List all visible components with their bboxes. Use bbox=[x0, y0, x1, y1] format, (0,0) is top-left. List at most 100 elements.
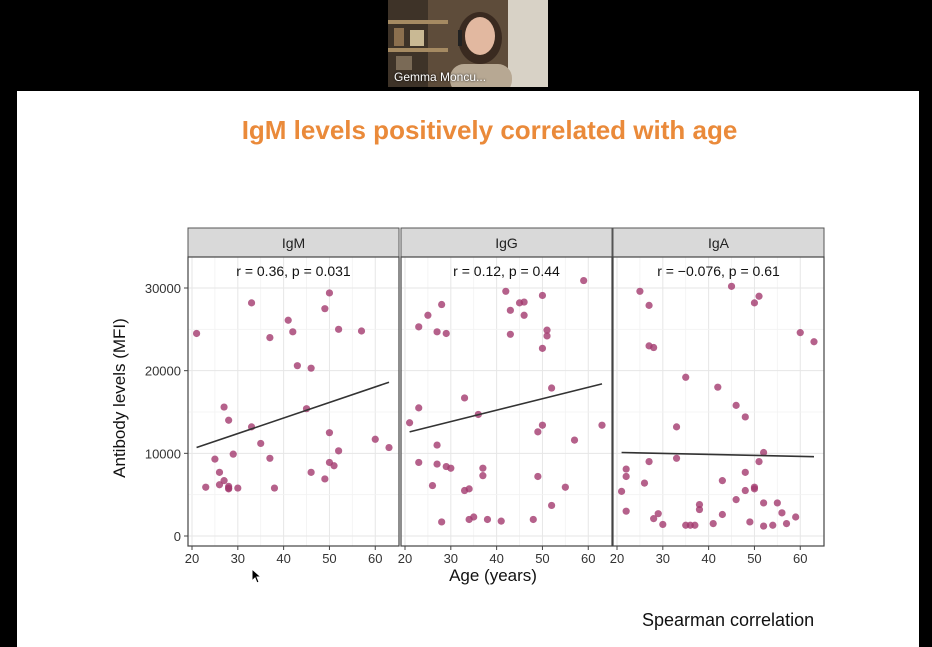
data-point bbox=[645, 301, 653, 309]
data-point bbox=[447, 464, 455, 472]
data-point bbox=[483, 515, 492, 524]
data-point bbox=[520, 298, 528, 306]
data-point bbox=[270, 484, 279, 492]
data-point bbox=[792, 513, 800, 521]
data-point bbox=[321, 475, 329, 483]
y-tick-label: 10000 bbox=[145, 446, 181, 461]
correlation-annotation: r = 0.36, p = 0.031 bbox=[236, 263, 351, 279]
data-point bbox=[750, 483, 759, 491]
data-point bbox=[357, 327, 366, 335]
data-point bbox=[506, 330, 514, 338]
data-point bbox=[289, 328, 297, 336]
data-point bbox=[580, 276, 588, 285]
data-point bbox=[543, 326, 551, 334]
data-point bbox=[438, 300, 446, 309]
y-tick-label: 30000 bbox=[145, 281, 181, 296]
data-point bbox=[325, 429, 334, 437]
data-point bbox=[415, 458, 423, 467]
data-point bbox=[479, 472, 487, 480]
data-point bbox=[796, 329, 804, 337]
x-tick-label: 40 bbox=[701, 551, 715, 566]
panel-background bbox=[401, 257, 612, 546]
data-point bbox=[497, 517, 505, 525]
data-point bbox=[640, 479, 649, 487]
data-point bbox=[211, 455, 219, 463]
data-point bbox=[543, 332, 551, 340]
data-point bbox=[330, 462, 338, 470]
data-point bbox=[405, 419, 414, 427]
participant-video-image bbox=[388, 0, 548, 87]
x-tick-label: 30 bbox=[656, 551, 670, 566]
facet-strip bbox=[612, 227, 825, 258]
data-point bbox=[266, 454, 274, 462]
data-point bbox=[220, 403, 228, 411]
data-point bbox=[672, 423, 681, 431]
data-point bbox=[202, 483, 210, 491]
x-tick-label: 50 bbox=[535, 551, 549, 566]
data-point bbox=[645, 458, 653, 466]
data-point bbox=[538, 421, 547, 429]
data-point bbox=[695, 500, 704, 509]
slide-footnote: Spearman correlation bbox=[642, 610, 815, 630]
data-point bbox=[307, 468, 315, 476]
faceted-scatter-chart: IgM r = 0.36, p = 0.031 20 30 40 50 60 IgG r = 0… bbox=[110, 227, 825, 585]
data-point bbox=[636, 287, 644, 295]
data-point bbox=[598, 421, 606, 429]
data-point bbox=[682, 373, 690, 381]
data-point bbox=[741, 413, 749, 421]
data-point bbox=[570, 436, 579, 444]
data-point bbox=[293, 362, 301, 370]
data-point bbox=[215, 481, 224, 489]
data-point bbox=[266, 334, 274, 342]
data-point bbox=[650, 343, 658, 352]
data-point bbox=[732, 401, 740, 409]
data-point bbox=[650, 515, 658, 523]
data-point bbox=[465, 485, 473, 493]
y-tick-label: 20000 bbox=[145, 364, 181, 379]
data-point bbox=[746, 518, 754, 526]
data-point bbox=[433, 460, 441, 468]
x-tick-label: 60 bbox=[368, 551, 382, 566]
data-point bbox=[561, 483, 569, 491]
presentation-slide: IgM levels positively correlated with ag… bbox=[17, 91, 919, 647]
panel-border bbox=[400, 256, 613, 547]
data-point bbox=[750, 299, 759, 307]
y-axis-label: Antibody levels (MFI) bbox=[110, 318, 129, 478]
data-point bbox=[460, 394, 469, 402]
x-tick-label: 60 bbox=[581, 551, 595, 566]
data-point bbox=[672, 454, 681, 462]
x-tick-label: 20 bbox=[610, 551, 624, 566]
x-tick-label: 50 bbox=[322, 551, 336, 566]
panel-border bbox=[612, 256, 825, 547]
data-point bbox=[654, 510, 662, 518]
data-point bbox=[335, 447, 343, 455]
trend-line bbox=[409, 383, 603, 433]
data-point bbox=[229, 450, 237, 458]
data-point bbox=[220, 477, 228, 485]
x-tick-label: 20 bbox=[185, 551, 199, 566]
data-point bbox=[438, 518, 446, 526]
data-point bbox=[225, 416, 233, 424]
data-point bbox=[622, 472, 630, 481]
facet-strip-label: IgA bbox=[708, 235, 730, 251]
data-point bbox=[695, 505, 704, 514]
data-point bbox=[760, 499, 768, 507]
data-point bbox=[415, 323, 423, 331]
participant-video-tile[interactable]: Gemma Moncu... bbox=[388, 0, 548, 87]
data-point bbox=[709, 520, 717, 528]
data-point bbox=[442, 329, 450, 338]
data-point bbox=[321, 305, 329, 313]
facet-strip-label: IgG bbox=[495, 235, 518, 251]
x-tick-label: 40 bbox=[489, 551, 503, 566]
data-point bbox=[755, 292, 763, 300]
panel-background bbox=[188, 257, 399, 546]
data-point bbox=[502, 287, 510, 295]
data-point bbox=[617, 487, 626, 495]
x-tick-label: 40 bbox=[276, 551, 290, 566]
data-point bbox=[622, 507, 630, 515]
data-point bbox=[529, 515, 537, 524]
data-point bbox=[538, 344, 547, 352]
panel-background bbox=[613, 257, 824, 546]
x-tick-label: 50 bbox=[747, 551, 761, 566]
data-point bbox=[691, 521, 699, 529]
